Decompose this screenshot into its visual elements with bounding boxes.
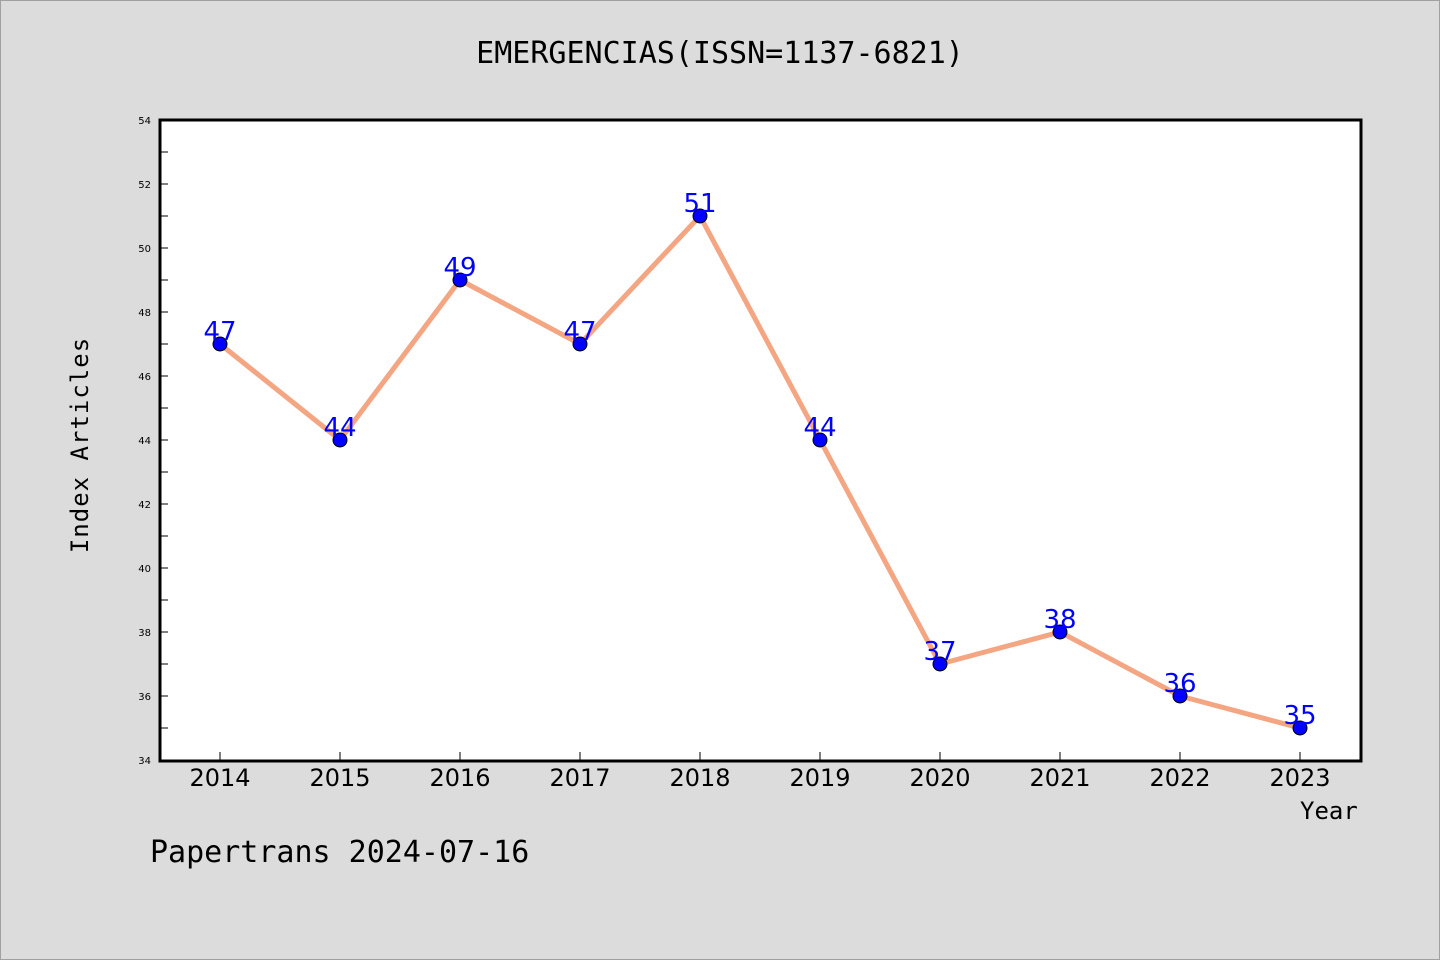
x-tick-label: 2014: [189, 764, 250, 792]
y-axis: 34 36 38 40 42 44 46 48 50 52 54: [138, 116, 168, 767]
data-label: 38: [1043, 605, 1076, 635]
data-point: [1052, 624, 1068, 640]
y-tick-label: 44: [138, 436, 151, 447]
data-label: 36: [1163, 669, 1196, 699]
x-axis-label: Year: [1300, 797, 1358, 825]
chart-title: EMERGENCIAS(ISSN=1137-6821): [476, 36, 964, 71]
data-point: [1172, 688, 1188, 704]
plot-area: [158, 118, 1363, 763]
x-tick-label: 2016: [429, 764, 490, 792]
y-tick-label: 54: [138, 116, 151, 127]
y-tick-label: 42: [138, 500, 151, 511]
x-axis: 2014 2015 2016 2017 2018 2019 2020 2021 2022 2023: [189, 752, 1331, 792]
data-point: [452, 272, 468, 288]
y-tick-label: 52: [138, 180, 151, 191]
x-tick-label: 2023: [1269, 764, 1330, 792]
data-label: 51: [683, 189, 716, 219]
x-tick-label: 2022: [1149, 764, 1210, 792]
data-label: 44: [803, 413, 836, 443]
x-tick-label: 2018: [669, 764, 730, 792]
y-tick-label: 38: [138, 628, 151, 639]
data-point: [692, 208, 708, 224]
data-markers: [212, 208, 1308, 736]
data-label: 37: [923, 637, 956, 667]
series-line: [218, 213, 1301, 731]
x-tick-label: 2021: [1029, 764, 1090, 792]
data-labels: 47 44 49 47 51 44 37 38 36 35: [203, 189, 1316, 731]
data-point: [812, 432, 828, 448]
data-label: 47: [203, 317, 236, 347]
data-label: 44: [323, 413, 356, 443]
data-point: [932, 656, 948, 672]
data-point: [572, 336, 588, 352]
y-tick-label: 50: [138, 244, 151, 255]
data-point: [1292, 720, 1308, 736]
data-label: 47: [563, 317, 596, 347]
x-tick-label: 2019: [789, 764, 850, 792]
data-label: 35: [1283, 701, 1316, 731]
y-tick-label: 46: [138, 372, 151, 383]
x-tick-label: 2020: [909, 764, 970, 792]
data-point: [332, 432, 348, 448]
footer-text: Papertrans 2024-07-16: [150, 835, 530, 870]
y-tick-label: 40: [138, 564, 151, 575]
x-tick-label: 2015: [309, 764, 370, 792]
y-tick-label: 34: [138, 756, 151, 767]
data-point: [212, 336, 228, 352]
y-tick-label: 36: [138, 692, 151, 703]
y-tick-label: 48: [138, 308, 151, 319]
data-label: 49: [443, 253, 476, 283]
x-tick-label: 2017: [549, 764, 610, 792]
